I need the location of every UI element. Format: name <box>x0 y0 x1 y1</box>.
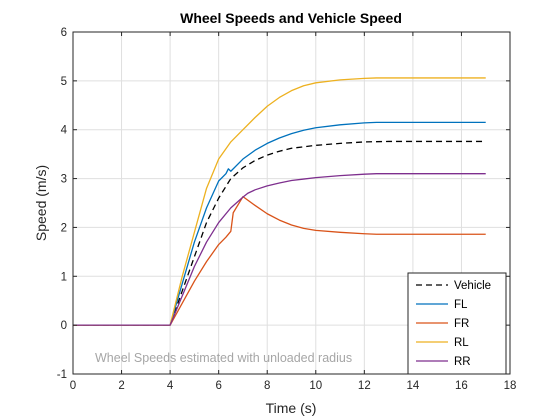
y-tick-label: -1 <box>57 369 67 381</box>
series-line-vehicle <box>73 140 486 326</box>
axes-layer <box>72 31 511 375</box>
annotation-text: Wheel Speeds estimated with unloaded rad… <box>95 351 352 365</box>
y-tick-label: 2 <box>61 222 67 234</box>
y-tick-label: 5 <box>61 76 67 88</box>
axes-box <box>72 31 511 375</box>
x-tick-label: 10 <box>309 380 322 392</box>
x-tick-label: 4 <box>167 380 174 392</box>
x-tick-label: 6 <box>215 380 221 392</box>
x-axis-label: Time (s) <box>266 400 317 416</box>
x-tick-label: 18 <box>504 380 517 392</box>
series-line-rr <box>73 173 486 326</box>
x-tick-label: 0 <box>70 380 76 392</box>
series-layer <box>73 77 486 326</box>
series-line-fr <box>73 196 486 326</box>
legend-label: RL <box>454 337 469 349</box>
chart-title: Wheel Speeds and Vehicle Speed <box>180 10 402 26</box>
x-tick-label: 12 <box>358 380 371 392</box>
y-axis-label: Speed (m/s) <box>33 165 49 241</box>
series-line-rl <box>73 77 486 326</box>
y-tick-label: 6 <box>61 27 67 39</box>
legend-label: FL <box>454 299 468 311</box>
x-tick-label: 16 <box>455 380 468 392</box>
x-tick-label: 14 <box>406 380 419 392</box>
y-tick-label: 1 <box>61 271 67 283</box>
legend: Vehicle FL FR RL RR <box>407 272 507 375</box>
y-tick-label: 0 <box>61 320 67 332</box>
y-tick-label: 4 <box>61 125 68 137</box>
legend-label: RR <box>454 356 471 368</box>
y-tick-label: 3 <box>61 174 67 186</box>
legend-label: Vehicle <box>454 280 491 292</box>
legend-label: FR <box>454 318 469 330</box>
x-tick-label: 8 <box>264 380 270 392</box>
series-line-fl <box>73 121 486 326</box>
x-tick-label: 2 <box>118 380 124 392</box>
